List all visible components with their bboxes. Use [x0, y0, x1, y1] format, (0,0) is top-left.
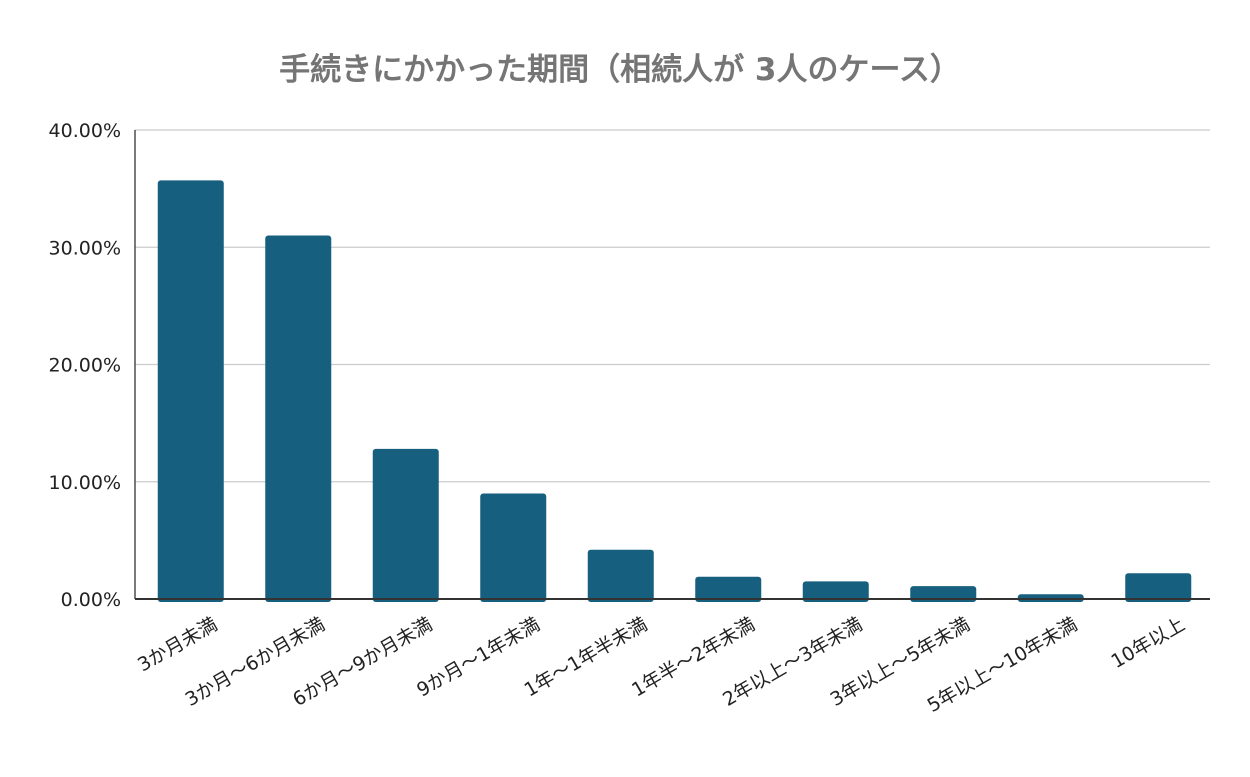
y-tick-label: 0.00%	[61, 589, 121, 611]
bar	[802, 581, 869, 602]
bar	[1125, 573, 1192, 602]
x-tick-label: 3か月未満	[134, 613, 221, 676]
bar	[372, 448, 439, 602]
y-tick-label: 20.00%	[49, 355, 121, 377]
x-tick-label: 10年以上	[1107, 613, 1188, 673]
bar	[157, 180, 224, 603]
chart-title: 手続きにかかった期間（相続人が 3人のケース）	[279, 52, 961, 88]
bar	[587, 549, 654, 602]
bar	[695, 576, 762, 602]
bar	[265, 235, 332, 602]
y-tick-label: 10.00%	[49, 472, 121, 494]
bar	[480, 493, 547, 602]
y-tick-label: 40.00%	[49, 120, 121, 142]
y-tick-label: 30.00%	[49, 237, 121, 259]
